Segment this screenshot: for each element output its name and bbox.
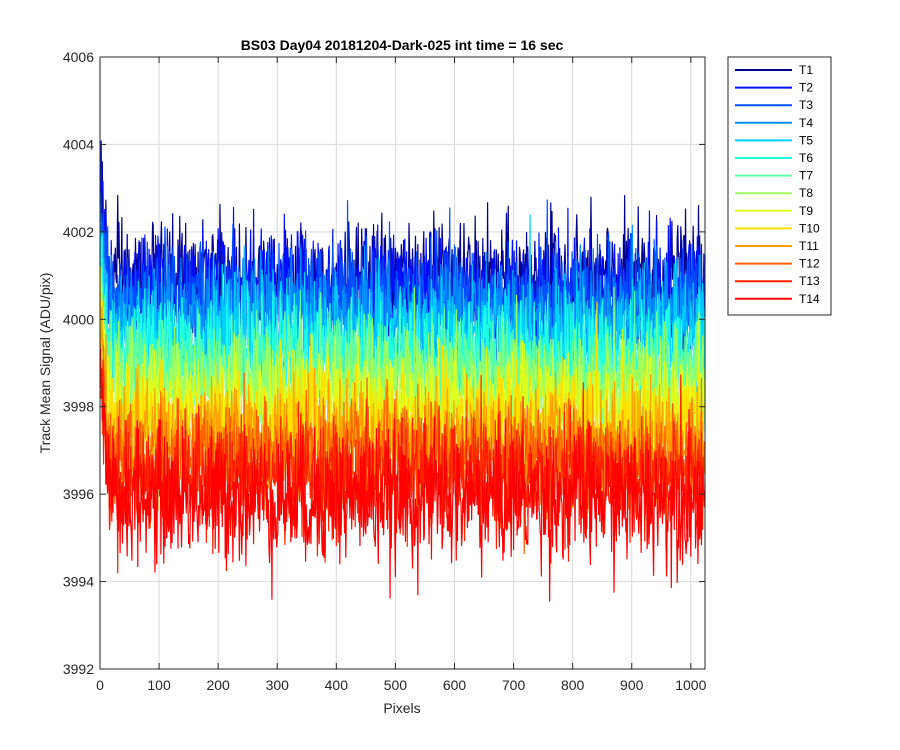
series-line-t14 (99, 349, 706, 602)
y-axis-label: Track Mean Signal (ADU/pix) (37, 273, 53, 454)
legend-label-t8: T8 (799, 186, 813, 200)
chart-title: BS03 Day04 20181204-Dark-025 int time = … (241, 37, 564, 53)
x-tick-label: 800 (561, 677, 585, 693)
legend-label-t7: T7 (799, 169, 813, 183)
y-tick-label: 4000 (63, 311, 94, 327)
legend: T1 T2 T3 T4 T5 T6 T7 T8 T9 T10 T11 T12 T13 T14 (727, 56, 832, 316)
x-tick-label: 100 (147, 677, 171, 693)
legend-label-t11: T11 (799, 239, 819, 253)
legend-label-t2: T2 (799, 81, 813, 95)
x-tick-label: 600 (443, 677, 467, 693)
legend-label-t6: T6 (799, 151, 813, 165)
series-line-t12 (99, 345, 706, 555)
y-tick-label: 3992 (63, 661, 94, 677)
legend-label-t3: T3 (799, 98, 813, 112)
y-tick-label: 4002 (63, 224, 94, 240)
legend-label-t14: T14 (799, 292, 820, 306)
legend-box (727, 56, 832, 316)
legend-label-t13: T13 (799, 274, 820, 288)
legend-label-t5: T5 (799, 133, 813, 147)
x-tick-label: 200 (206, 677, 230, 693)
series-lines (99, 140, 706, 602)
y-tick-label: 3994 (63, 574, 94, 590)
x-tick-label: 500 (384, 677, 408, 693)
legend-label-t1: T1 (799, 63, 813, 77)
legend-label-t9: T9 (799, 204, 813, 218)
series-line-t1 (99, 161, 706, 373)
x-axis-label: Pixels (383, 700, 420, 716)
y-tick-label: 4006 (63, 49, 94, 65)
legend-label-t12: T12 (799, 257, 820, 271)
x-tick-label: 700 (502, 677, 526, 693)
x-tick-label: 1000 (675, 677, 706, 693)
y-tick-label: 4004 (63, 136, 94, 152)
x-axis-ticks: 0 100 200 300 400 500 600 700 800 900 1000 (96, 57, 707, 693)
y-tick-label: 3996 (63, 486, 94, 502)
legend-label-t4: T4 (799, 116, 813, 130)
y-axis-ticks: 3992 3994 3996 3998 4000 4002 4004 4006 (63, 49, 705, 677)
x-tick-label: 0 (96, 677, 104, 693)
x-tick-label: 300 (266, 677, 290, 693)
legend-label-t10: T10 (799, 221, 820, 235)
x-tick-label: 900 (620, 677, 644, 693)
plot-frame (99, 56, 706, 670)
y-tick-label: 3998 (63, 399, 94, 415)
x-tick-label: 400 (325, 677, 349, 693)
